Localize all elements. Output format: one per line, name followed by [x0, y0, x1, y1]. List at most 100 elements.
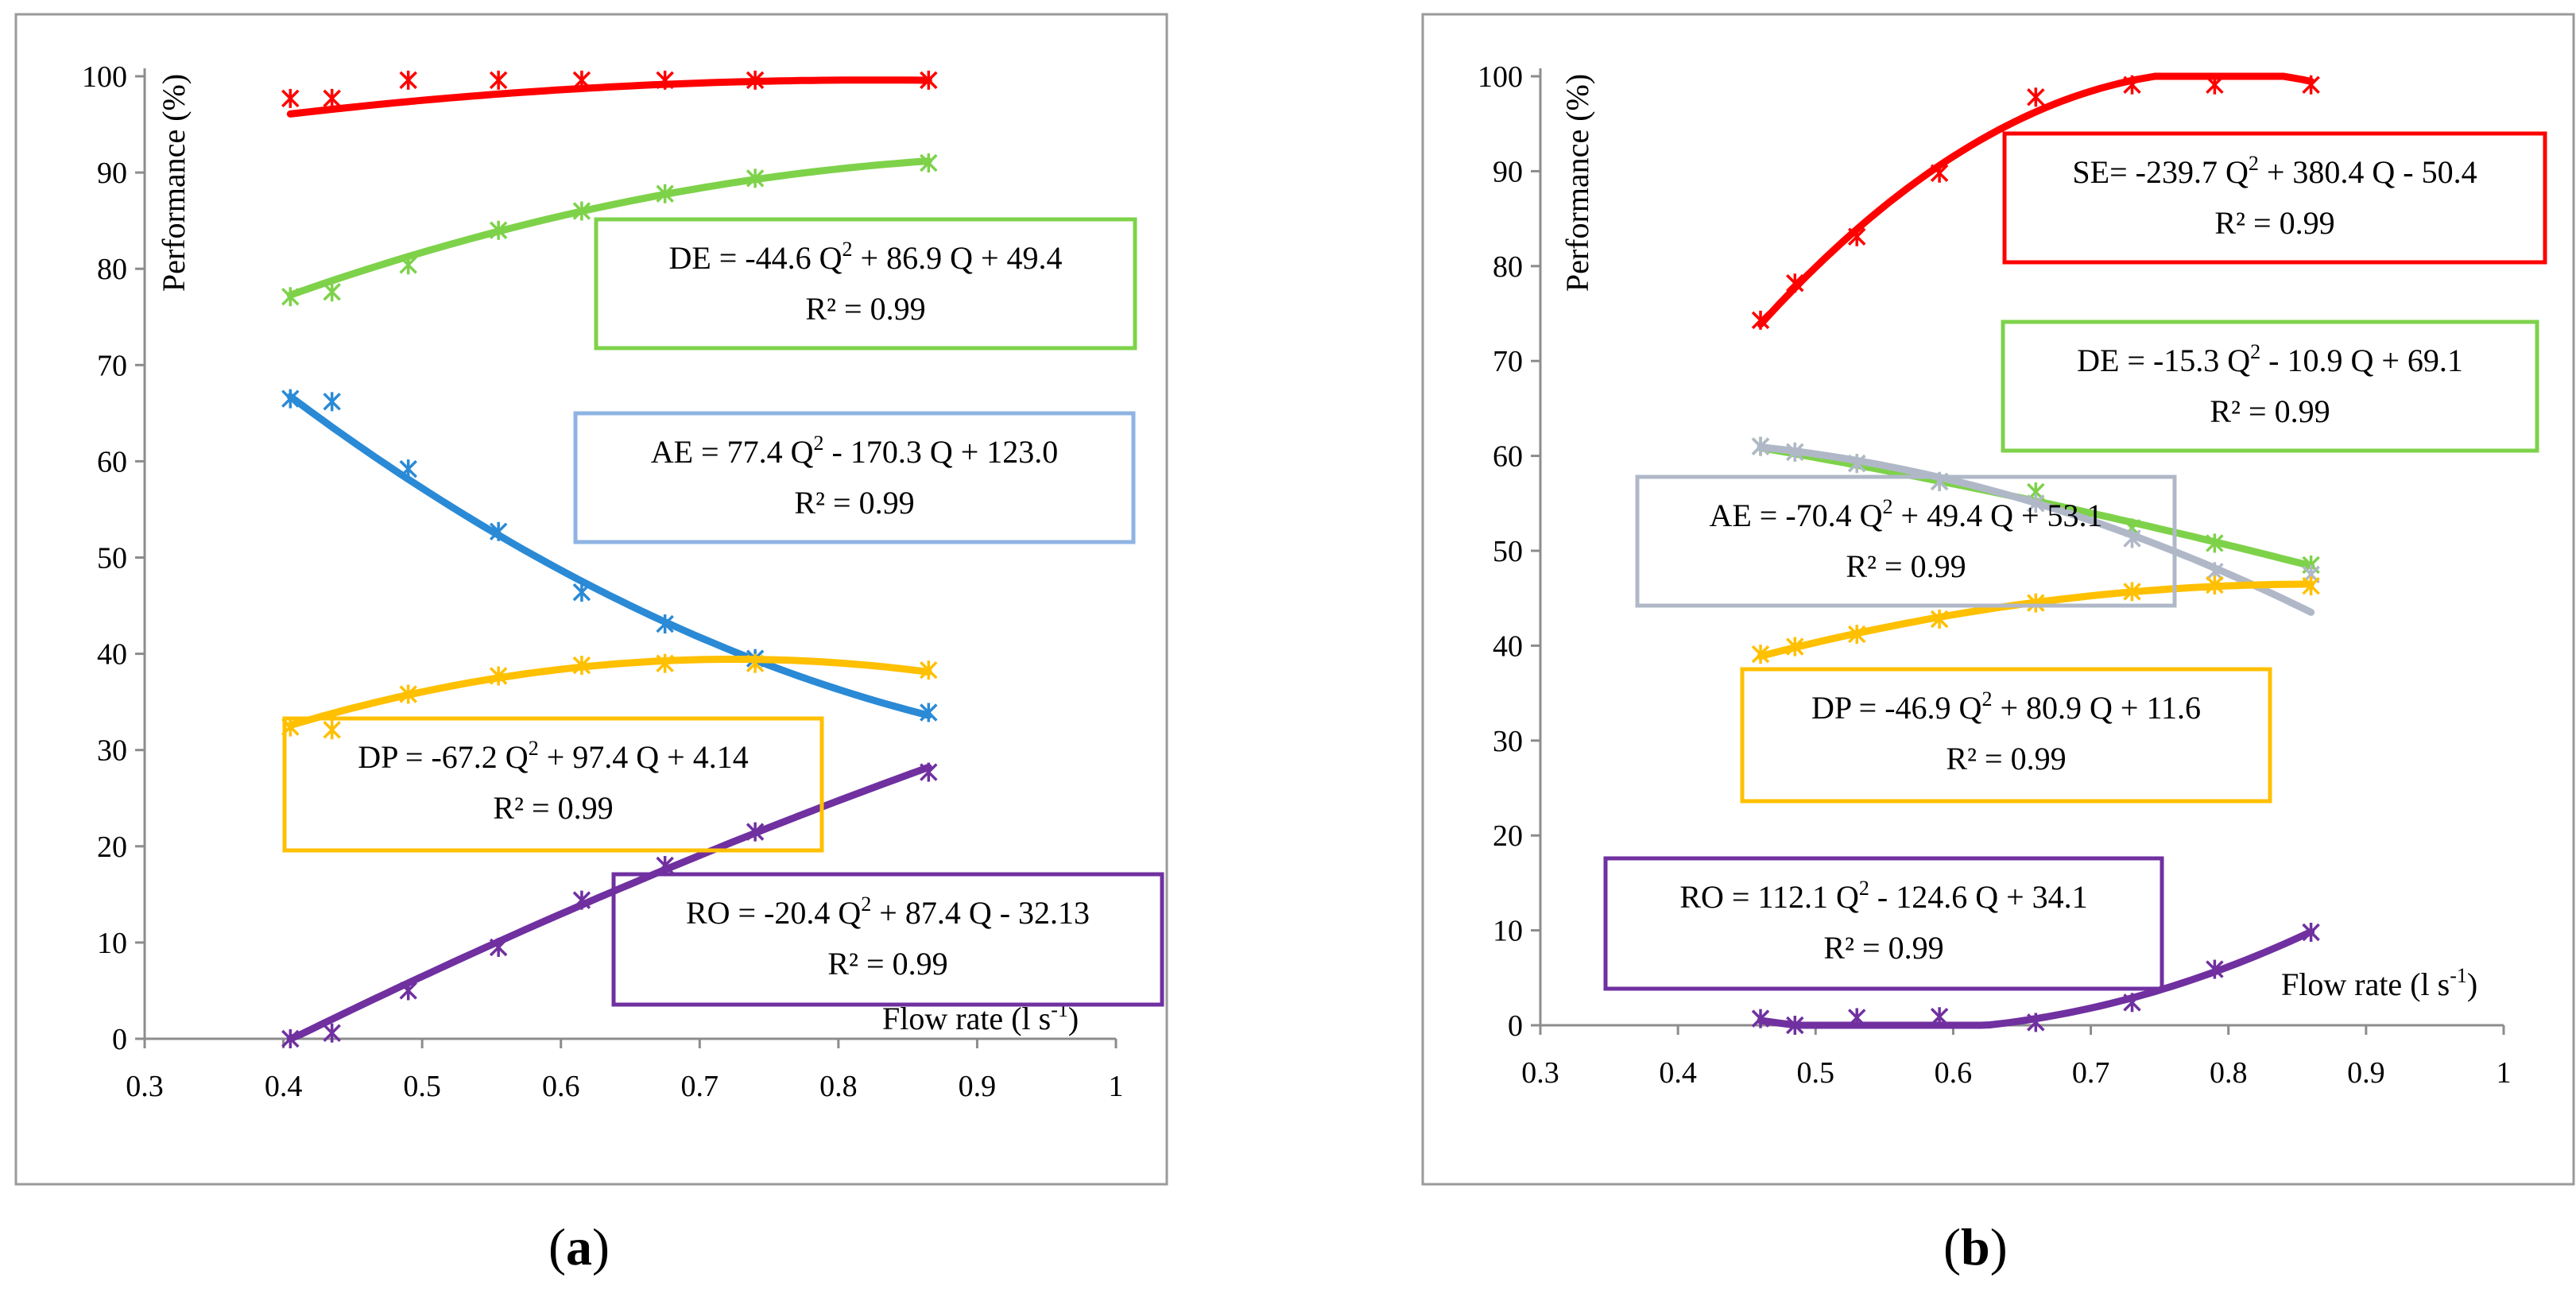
series-se-marker — [656, 70, 674, 90]
series-ro-marker — [920, 762, 938, 782]
y-tick-label: 0 — [112, 1023, 127, 1056]
series-de-marker — [489, 220, 508, 240]
series-se-marker — [2206, 75, 2224, 95]
series-se-marker — [489, 70, 508, 90]
y-tick-label: 90 — [1493, 155, 1523, 188]
series-de-marker — [399, 255, 417, 275]
y-tick-label: 100 — [1478, 60, 1523, 94]
r-squared-text: R² = 0.99 — [1946, 741, 2066, 776]
annotation-box — [2002, 131, 2547, 265]
annotation-ae: AE = 77.4 Q2 - 170.3 Q + 123.0 R² = 0.99 — [573, 411, 1136, 544]
y-tick-label: 20 — [97, 831, 127, 864]
series-ro-marker — [572, 890, 591, 910]
series-dp-marker — [489, 666, 508, 686]
series-ae-marker — [656, 614, 674, 634]
series-de-marker — [323, 282, 341, 302]
x-tick-label: 0.3 — [126, 1070, 164, 1103]
r-squared-text: R² = 0.99 — [1823, 930, 1943, 966]
series-ae-marker — [920, 703, 938, 722]
series-dp-marker — [2206, 575, 2224, 594]
equation-text: DP = -46.9 Q2 + 80.9 Q + 11.6 — [1811, 687, 2201, 726]
series-dp-marker — [746, 653, 765, 673]
y-tick-label: 0 — [1508, 1009, 1523, 1043]
x-tick-label: 0.7 — [2072, 1056, 2110, 1090]
x-tick-label: 0.5 — [403, 1070, 441, 1103]
y-tick-label: 80 — [97, 253, 127, 286]
series-se-marker — [2123, 75, 2141, 95]
series-de-marker — [656, 184, 674, 203]
y-tick-label: 40 — [97, 638, 127, 672]
series-dp-marker — [399, 684, 417, 704]
series-dp-marker — [1930, 609, 1949, 629]
chart-panel-b: 0 10 20 30 40 50 60 70 80 90 100 0.3 0.4 0.5 0.6 0.7 0.8… — [1421, 13, 2575, 1186]
annotation-box — [1635, 474, 2177, 608]
series-se-marker — [1786, 273, 1804, 293]
y-tick-label: 70 — [97, 349, 127, 382]
series-ro-marker — [399, 981, 417, 1001]
series-se-marker — [323, 88, 341, 108]
x-tick-label: 0.8 — [819, 1070, 858, 1103]
y-tick-label: 60 — [97, 445, 127, 478]
x-tick-label: 0.8 — [2210, 1056, 2248, 1090]
series-dp-marker — [2027, 593, 2045, 613]
y-tick-label: 60 — [1493, 440, 1523, 474]
equation-text: DP = -67.2 Q2 + 97.4 Q + 4.14 — [358, 737, 748, 775]
r-squared-text: R² = 0.99 — [2214, 205, 2334, 241]
series-se-marker — [2027, 87, 2045, 107]
r-squared-text: R² = 0.99 — [2210, 393, 2330, 429]
annotation-dp: DP = -46.9 Q2 + 80.9 Q + 11.6 R² = 0.99 — [1740, 667, 2272, 804]
series-dp-trendline — [286, 656, 932, 730]
series-ae-trendline — [286, 393, 932, 719]
series-ae-marker — [1786, 442, 1804, 462]
equation-text: AE = -70.4 Q2 + 49.4 Q + 53.1 — [1709, 495, 2102, 533]
series-ro-marker — [1847, 1008, 1866, 1028]
series-ro-marker — [323, 1023, 341, 1043]
y-tick-label: 50 — [97, 542, 127, 575]
y-tick-label: 80 — [1493, 250, 1523, 284]
annotation-box — [2001, 320, 2539, 453]
series-se-marker — [1847, 227, 1866, 246]
x-tick-label: 0.7 — [681, 1070, 719, 1103]
series-ae-marker — [2027, 494, 2045, 513]
equation-text: DE = -44.6 Q2 + 86.9 Q + 49.4 — [668, 238, 1062, 276]
y-tick-label: 30 — [97, 734, 127, 768]
series-ro-marker — [489, 937, 508, 957]
panel-label-a: (a) — [548, 1218, 610, 1276]
annotation-ro: RO = 112.1 Q2 - 124.6 Q + 34.1 R² = 0.99 — [1603, 856, 2164, 991]
series-dp-marker — [572, 656, 591, 676]
series-se-marker — [281, 88, 300, 108]
series-ae-marker — [1751, 436, 1770, 456]
y-axis-title: Performance (%) — [1559, 74, 1595, 292]
series-ae-marker — [281, 389, 300, 409]
series-ro-marker — [2123, 993, 2141, 1013]
series-ro-marker — [2027, 1013, 2045, 1032]
y-tick-label: 100 — [82, 60, 127, 94]
panel-label-a-letter: a — [565, 1218, 592, 1276]
series-ro-marker — [746, 822, 765, 842]
series-se-marker — [1930, 163, 1949, 183]
series-dp-marker — [1751, 645, 1770, 664]
r-squared-text: R² = 0.99 — [493, 790, 613, 826]
equation-text: RO = 112.1 Q2 - 124.6 Q + 34.1 — [1679, 877, 2087, 915]
series-se-trendline — [1757, 72, 2315, 328]
chart-frame — [1421, 13, 2575, 1186]
y-tick-label: 30 — [1493, 725, 1523, 758]
annotation-ro: RO = -20.4 Q2 + 87.4 Q - 32.13 R² = 0.99 — [611, 872, 1164, 1007]
series-de-marker — [746, 168, 765, 188]
x-tick-label: 0.6 — [542, 1070, 580, 1103]
series-se-marker — [746, 70, 765, 90]
panel-label-b-letter: b — [1960, 1218, 1990, 1276]
x-tick-label: 0.5 — [1797, 1056, 1835, 1090]
annotation-de: DE = -15.3 Q2 - 10.9 Q + 69.1 R² = 0.99 — [2001, 320, 2539, 453]
y-tick-label: 90 — [97, 157, 127, 190]
x-tick-label: 0.9 — [2347, 1056, 2385, 1090]
series-dp-marker — [1847, 625, 1866, 645]
series-ro-marker — [656, 856, 674, 876]
x-tick-label: 0.4 — [1659, 1056, 1697, 1090]
x-tick-label: 0.9 — [959, 1070, 997, 1103]
annotation-de: DE = -44.6 Q2 + 86.9 Q + 49.4 R² = 0.99 — [594, 217, 1137, 350]
series-se-marker — [2302, 75, 2320, 95]
series-ae-marker — [399, 459, 417, 479]
series-ro-marker — [2206, 959, 2224, 979]
